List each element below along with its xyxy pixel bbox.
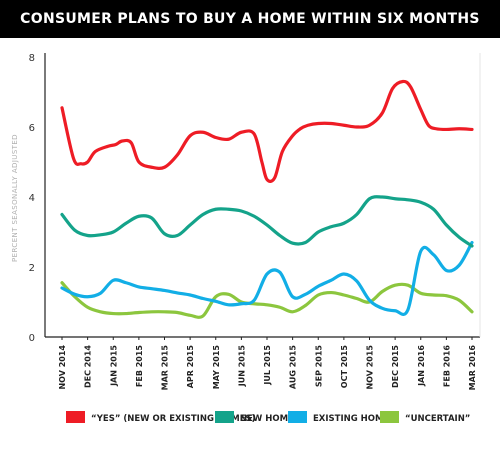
chart-title: CONSUMER PLANS TO BUY A HOME WITHIN SIX … [20, 11, 480, 27]
x-tick-label: NOV 2015 [366, 345, 375, 390]
y-tick-label: 0 [29, 333, 35, 344]
series-lines [60, 79, 474, 319]
y-tick-label: 8 [29, 53, 35, 64]
axes-group [44, 53, 481, 338]
x-tick-label: SEP 2015 [314, 345, 323, 388]
x-tick-label: FEB 2015 [135, 345, 144, 388]
x-tick-label: JAN 2015 [109, 345, 118, 387]
y-tick-label: 2 [29, 263, 35, 274]
x-tick-labels: NOV 2014 DEC 2014 JAN 2015 FEB 2015 MAR 2015… [58, 337, 477, 390]
x-tick-label: JUN 2015 [237, 345, 246, 388]
y-tick-labels: 0 2 4 6 8 [29, 53, 35, 344]
line-chart: 0 2 4 6 8 NOV 2014 DEC 2014 JAN 2015 FEB 2015 MA… [11, 53, 481, 424]
y-axis-label: PERCENT SEASONALLY ADJUSTED [11, 134, 19, 262]
series-line-2 [60, 240, 474, 317]
series-line-1 [60, 195, 474, 248]
x-tick-label: MAY 2015 [212, 345, 221, 390]
x-tick-label: FEB 2016 [442, 345, 451, 388]
x-tick-label: JUL 2015 [263, 345, 272, 386]
x-tick-label: JAN 2016 [417, 345, 426, 387]
series-line-3 [60, 281, 474, 319]
x-tick-label: DEC 2014 [84, 345, 93, 388]
legend-swatch [380, 411, 399, 423]
series-line-0 [60, 79, 474, 183]
x-tick-label: OCT 2015 [340, 345, 349, 389]
legend-swatch [288, 411, 307, 423]
chart-title-bar: CONSUMER PLANS TO BUY A HOME WITHIN SIX … [0, 0, 500, 38]
x-tick-label: NOV 2014 [58, 345, 67, 390]
legend-label: NEW HOMES [240, 414, 300, 424]
y-tick-label: 6 [29, 123, 35, 134]
legend-label: EXISTING HOMES [313, 414, 395, 424]
legend-label: “YES” (NEW OR EXISTING HOMES) [91, 414, 256, 424]
legend-label: “UNCERTAIN” [405, 414, 470, 424]
x-tick-label: AUG 2015 [289, 345, 298, 389]
x-tick-label: DEC 2015 [391, 345, 400, 388]
legend-swatch [215, 411, 234, 423]
x-tick-label: APR 2015 [186, 345, 195, 389]
x-tick-label: MAR 2015 [161, 345, 170, 391]
legend-swatch [66, 411, 85, 423]
legend: “YES” (NEW OR EXISTING HOMES)NEW HOMES EX… [66, 411, 470, 424]
x-tick-label: MAR 2016 [468, 345, 477, 391]
y-tick-label: 4 [29, 193, 35, 204]
